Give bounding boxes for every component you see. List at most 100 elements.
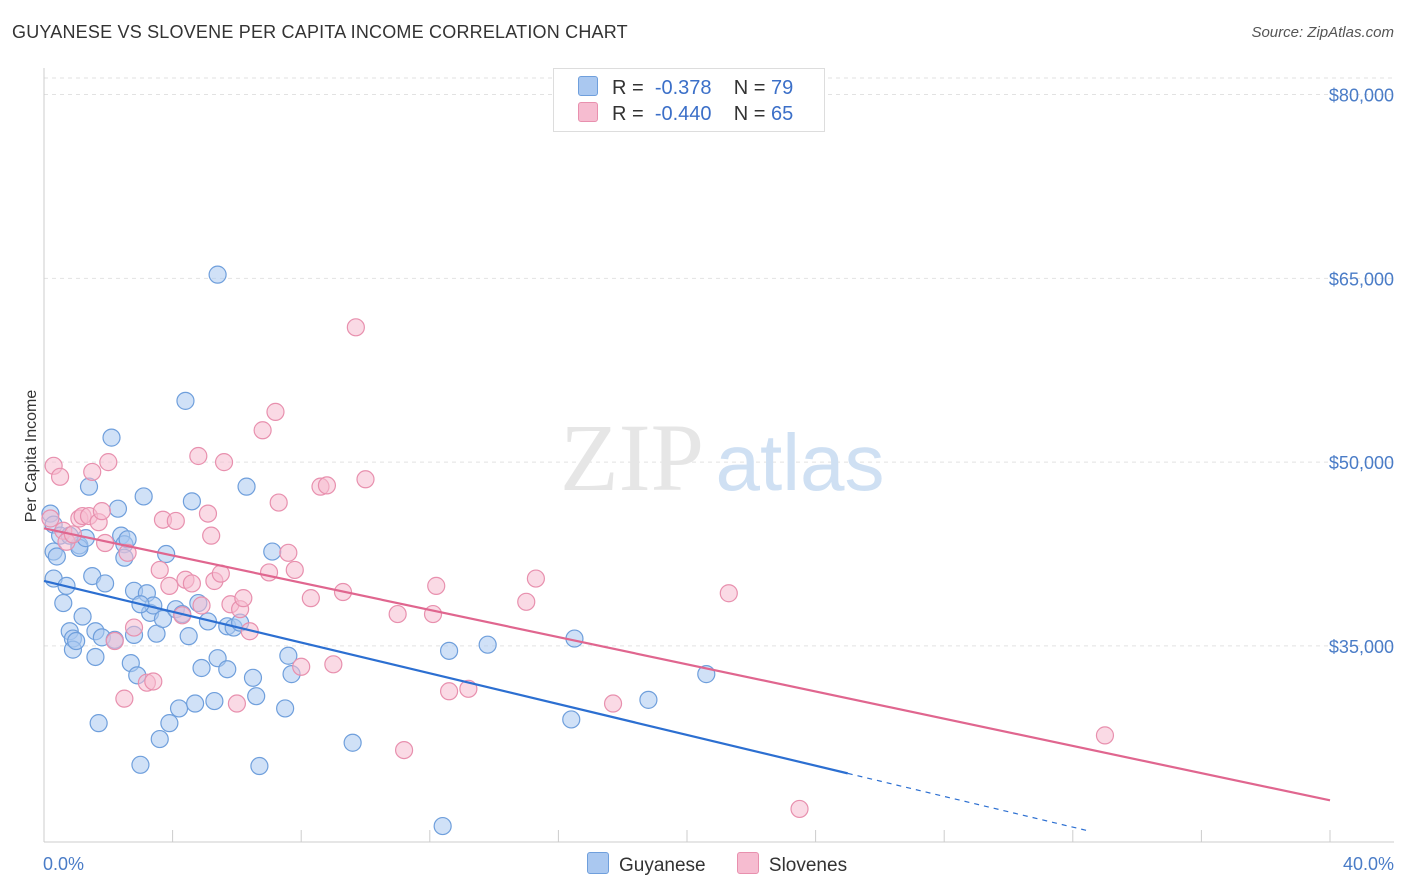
slovenes-point: [427, 576, 446, 595]
legend-item-guyanese[interactable]: Guyanese: [587, 852, 706, 877]
axes: [43, 68, 1394, 843]
y-tick-label: $80,000: [1329, 86, 1394, 106]
guyanese-point: [186, 694, 205, 713]
guyanese-point: [182, 492, 201, 511]
stats-row-guyanese: R = -0.378 N = 79: [578, 76, 793, 100]
slovenes-point: [124, 618, 144, 637]
slovenes-trend-line: [43, 527, 1331, 802]
legend-label-slovenes: Slovenes: [768, 855, 848, 876]
slovenes-legend-swatch: [736, 852, 759, 874]
guyanese-point: [192, 658, 211, 678]
slovenes-point: [234, 589, 253, 608]
n-label: N =: [733, 103, 766, 125]
guyanese-point: [73, 607, 92, 626]
slovenes-point: [202, 526, 221, 545]
guyanese-point: [160, 714, 179, 733]
guyanese-point: [433, 816, 452, 836]
slovenes-point: [214, 453, 234, 472]
slovenes-point: [83, 462, 102, 482]
slovenes-point: [603, 694, 623, 713]
guyanese-point: [179, 627, 198, 646]
guyanese-point: [639, 690, 658, 709]
guyanese-point: [79, 477, 99, 496]
guyanese-point: [54, 593, 73, 613]
r-label: R =: [612, 77, 644, 99]
gridlines: [44, 77, 1394, 647]
slovenes-point: [92, 502, 111, 521]
slovenes-point: [266, 402, 285, 421]
legend-label-guyanese: Guyanese: [619, 855, 706, 876]
guyanese-point: [237, 477, 256, 496]
slovenes-point: [192, 596, 211, 615]
y-tick-label: $65,000: [1329, 269, 1394, 289]
guyanese-point: [67, 631, 86, 651]
slovenes-point: [269, 493, 288, 512]
x-tick-label-max: 40.0%: [1343, 854, 1394, 874]
guyanese-point: [95, 574, 115, 593]
r-value-slovenes: -0.440: [654, 103, 712, 125]
slovenes-point: [517, 592, 536, 611]
guyanese-point: [343, 733, 362, 752]
slovenes-point: [118, 543, 137, 562]
n-value-guyanese: 79: [771, 77, 794, 99]
slovenes-point: [526, 569, 545, 588]
chart-title: GUYANESE VS SLOVENE PER CAPITA INCOME CO…: [12, 22, 628, 42]
y-tick-labels: $35,000 $50,000 $65,000 $80,000: [1329, 86, 1394, 657]
slovenes-swatch: [578, 102, 598, 122]
guyanese-point: [279, 646, 298, 665]
slovenes-point: [388, 604, 407, 624]
slovenes-point: [115, 689, 134, 708]
slovenes-point: [719, 584, 738, 603]
guyanese-point: [276, 699, 295, 718]
stats-row-slovenes: R = -0.440 N = 65: [578, 102, 793, 126]
guyanese-points: [41, 265, 716, 836]
y-axis-label: Per Capita Income: [23, 390, 40, 523]
guyanese-legend-swatch: [587, 852, 609, 874]
guyanese-point: [89, 714, 108, 733]
slovenes-point: [301, 589, 320, 608]
slovenes-point: [198, 504, 218, 523]
y-tick-label: $35,000: [1329, 637, 1394, 657]
guyanese-point: [247, 687, 266, 706]
trend-lines: [43, 527, 1331, 832]
slovenes-point: [41, 509, 60, 528]
guyanese-point: [86, 647, 105, 667]
guyanese-point: [102, 428, 121, 447]
guyanese-point: [108, 499, 128, 518]
slovenes-point: [259, 563, 279, 582]
guyanese-point: [169, 699, 189, 718]
slovenes-point: [292, 657, 311, 676]
guyanese-point: [134, 487, 153, 506]
n-value-slovenes: 65: [771, 103, 794, 125]
guyanese-point: [176, 391, 195, 410]
slovenes-point: [160, 576, 179, 595]
r-value-guyanese: -0.378: [654, 77, 712, 99]
guyanese-point: [478, 635, 497, 654]
slovenes-point: [346, 318, 365, 337]
legend-item-slovenes[interactable]: Slovenes: [736, 852, 848, 877]
slovenes-point: [279, 543, 298, 562]
slovenes-point: [105, 631, 124, 651]
slovenes-point: [790, 799, 809, 819]
slovenes-point: [99, 453, 118, 472]
guyanese-point: [562, 710, 581, 729]
y-tick-label: $50,000: [1329, 453, 1394, 473]
series-legend: Guyanese Slovenes: [587, 852, 873, 877]
watermark-atlas: atlas: [716, 418, 885, 507]
guyanese-point: [47, 547, 66, 566]
slovenes-point: [253, 421, 272, 440]
source-credit: Source: ZipAtlas.com: [1251, 24, 1394, 41]
slovenes-point: [317, 476, 337, 495]
guyanese-point: [218, 660, 237, 679]
slovenes-point: [144, 672, 163, 691]
slovenes-point: [324, 655, 343, 674]
guyanese-swatch: [578, 76, 598, 96]
x-tick-label-min: 0.0%: [43, 854, 84, 874]
watermark: ZIP atlas: [560, 404, 884, 511]
guyanese-point: [131, 755, 150, 774]
guyanese-point: [263, 542, 282, 561]
guyanese-point: [150, 729, 169, 749]
slovenes-point: [189, 446, 208, 466]
guyanese-point: [208, 265, 227, 284]
